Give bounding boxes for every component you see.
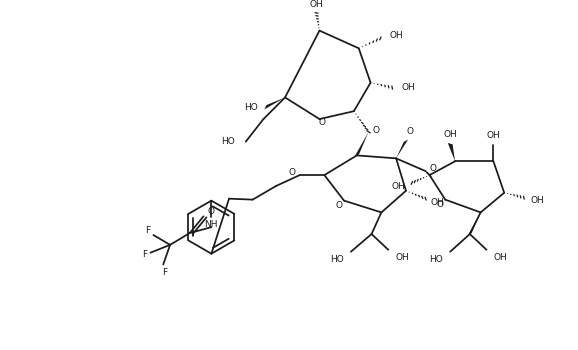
- Text: HO: HO: [429, 255, 443, 264]
- Text: F: F: [145, 226, 150, 234]
- Text: O: O: [430, 164, 437, 173]
- Text: OH: OH: [395, 253, 409, 262]
- Text: O: O: [336, 201, 343, 210]
- Text: HO: HO: [330, 255, 344, 264]
- Polygon shape: [448, 143, 455, 161]
- Text: OH: OH: [531, 196, 544, 205]
- Polygon shape: [355, 132, 369, 156]
- Polygon shape: [468, 212, 481, 235]
- Text: OH: OH: [310, 0, 324, 8]
- Text: OH: OH: [487, 131, 501, 140]
- Text: F: F: [162, 268, 168, 277]
- Text: OH: OH: [391, 182, 405, 191]
- Text: O: O: [288, 168, 295, 177]
- Text: HO: HO: [244, 103, 258, 112]
- Text: O: O: [319, 119, 326, 127]
- Text: O: O: [406, 127, 413, 136]
- Polygon shape: [264, 97, 285, 110]
- Text: OH: OH: [443, 130, 457, 139]
- Text: O: O: [373, 126, 380, 135]
- Text: O: O: [208, 207, 215, 216]
- Text: OH: OH: [401, 83, 415, 92]
- Text: HO: HO: [221, 137, 235, 146]
- Polygon shape: [396, 140, 408, 158]
- Text: OH: OH: [494, 253, 507, 262]
- Text: NH: NH: [205, 220, 218, 229]
- Text: OH: OH: [431, 198, 444, 207]
- Text: F: F: [142, 250, 147, 259]
- Text: O: O: [437, 200, 444, 209]
- Text: OH: OH: [389, 31, 403, 40]
